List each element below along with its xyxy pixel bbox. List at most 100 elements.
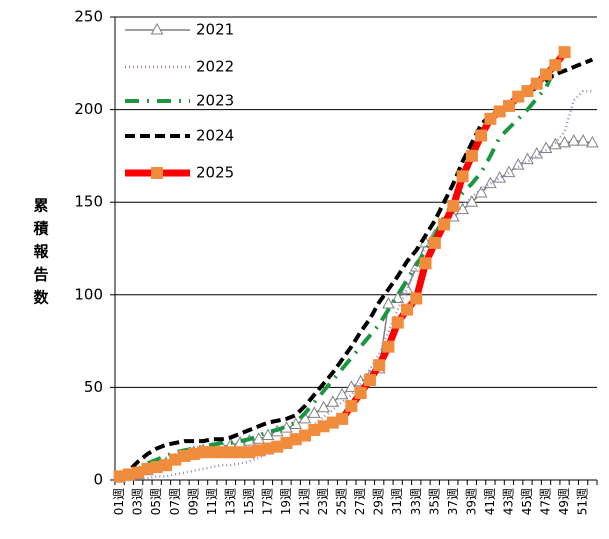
- marker: [206, 446, 219, 459]
- marker: [280, 436, 293, 449]
- x-tick-label: 45週: [520, 488, 534, 515]
- marker: [151, 167, 163, 179]
- marker: [132, 466, 145, 479]
- marker: [586, 135, 599, 148]
- marker: [307, 406, 321, 418]
- x-tick-label: 51週: [576, 488, 590, 515]
- legend-label: 2021: [196, 21, 234, 39]
- series-0: [113, 134, 599, 483]
- marker: [558, 46, 571, 59]
- marker: [475, 129, 488, 142]
- marker: [419, 257, 432, 270]
- x-tick-label: 05週: [149, 488, 163, 515]
- marker: [474, 185, 488, 198]
- x-tick-label: 49週: [557, 488, 571, 515]
- x-tick-label: 11週: [205, 488, 219, 515]
- marker: [558, 135, 571, 148]
- marker: [271, 440, 284, 453]
- marker: [345, 399, 358, 412]
- marker: [540, 68, 553, 81]
- marker: [391, 316, 404, 329]
- x-tick-label: 31週: [390, 488, 404, 515]
- x-tick-label: 39週: [464, 488, 478, 515]
- marker: [428, 236, 441, 249]
- marker: [299, 429, 312, 442]
- y-tick-label: 100: [74, 285, 103, 303]
- marker: [224, 446, 237, 459]
- marker: [382, 297, 395, 309]
- series-3: [118, 57, 594, 479]
- marker: [150, 461, 163, 474]
- x-tick-label: 47週: [539, 488, 553, 515]
- marker: [197, 446, 210, 459]
- x-tick-label: 01週: [112, 488, 126, 515]
- x-tick-label: 03週: [131, 488, 145, 515]
- marker: [438, 218, 451, 231]
- marker: [456, 170, 469, 183]
- x-tick-label: 23週: [316, 488, 330, 515]
- marker: [493, 105, 506, 118]
- x-tick-label: 27週: [353, 488, 367, 515]
- marker: [354, 386, 367, 399]
- x-tick-label: 15週: [242, 488, 256, 515]
- marker: [410, 292, 423, 305]
- marker: [493, 171, 507, 183]
- legend-label: 2025: [196, 164, 234, 182]
- marker: [447, 199, 460, 212]
- marker: [363, 373, 376, 386]
- marker: [150, 22, 164, 35]
- marker: [512, 90, 525, 103]
- marker: [400, 282, 414, 294]
- legend-label: 2022: [196, 58, 234, 76]
- y-tick-label: 150: [74, 193, 103, 211]
- marker: [335, 387, 349, 400]
- x-tick-label: 43週: [501, 488, 515, 515]
- series-4: [113, 46, 571, 483]
- y-axis-label: 累積報告数: [32, 198, 50, 313]
- line: [119, 89, 593, 482]
- y-tick-label: 200: [74, 100, 103, 118]
- marker: [317, 420, 330, 433]
- x-tick-label: 07週: [168, 488, 182, 515]
- x-tick-label: 35週: [427, 488, 441, 515]
- marker: [326, 416, 339, 429]
- marker: [243, 446, 256, 459]
- marker: [391, 291, 405, 304]
- marker: [113, 470, 126, 483]
- x-tick-label: 09週: [186, 488, 200, 515]
- marker: [530, 77, 543, 90]
- x-tick-label: 29週: [372, 488, 386, 515]
- marker: [317, 400, 330, 413]
- x-tick-label: 41週: [483, 488, 497, 515]
- x-tick-label: 37週: [446, 488, 460, 515]
- marker: [178, 449, 191, 462]
- x-tick-label: 13週: [223, 488, 237, 515]
- marker: [530, 147, 544, 159]
- marker: [465, 195, 479, 207]
- y-tick-label: 250: [74, 8, 103, 26]
- marker: [382, 340, 395, 353]
- marker: [159, 459, 172, 472]
- marker: [549, 59, 562, 72]
- marker: [252, 432, 266, 444]
- marker: [234, 446, 247, 459]
- line: [119, 140, 593, 479]
- marker: [187, 448, 200, 461]
- legend-label: 2024: [196, 127, 234, 145]
- marker: [521, 85, 534, 98]
- marker: [215, 446, 228, 459]
- marker: [345, 380, 358, 392]
- marker: [373, 359, 386, 372]
- marker: [465, 149, 478, 162]
- marker: [336, 412, 349, 425]
- marker: [261, 428, 275, 441]
- legend-label: 2023: [196, 92, 234, 110]
- marker: [261, 442, 274, 455]
- y-tick-label: 0: [93, 471, 103, 489]
- marker: [289, 433, 302, 446]
- x-tick-label: 25週: [335, 488, 349, 515]
- x-tick-label: 19週: [279, 488, 293, 515]
- marker: [521, 152, 534, 165]
- series-1: [119, 89, 593, 482]
